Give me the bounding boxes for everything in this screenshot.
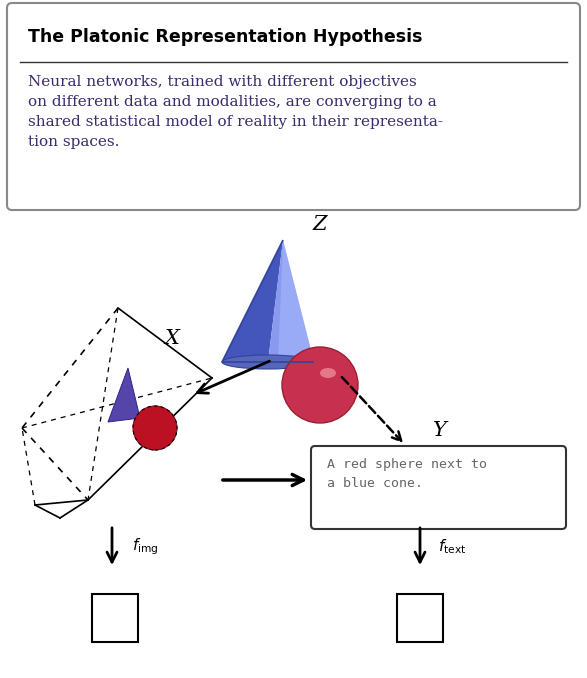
Polygon shape [268,240,314,362]
Polygon shape [222,240,283,362]
Circle shape [282,347,358,423]
Polygon shape [108,368,140,422]
Text: Neural networks, trained with different objectives
on different data and modalit: Neural networks, trained with different … [28,75,443,149]
Bar [92,594,138,642]
Text: The Platonic Representation Hypothesis: The Platonic Representation Hypothesis [28,28,423,46]
Text: Y: Y [433,420,447,439]
Circle shape [133,406,177,450]
Text: $f_{\mathrm{img}}$: $f_{\mathrm{img}}$ [132,537,158,557]
Polygon shape [278,240,314,362]
Bar [397,594,443,642]
Text: $f_{\mathrm{text}}$: $f_{\mathrm{text}}$ [438,538,467,557]
Ellipse shape [320,368,336,378]
Text: Z: Z [313,216,327,235]
Text: A red sphere next to
a blue cone.: A red sphere next to a blue cone. [327,458,487,490]
FancyBboxPatch shape [7,3,580,210]
Text: X: X [164,329,180,348]
FancyBboxPatch shape [311,446,566,529]
Ellipse shape [222,355,314,369]
